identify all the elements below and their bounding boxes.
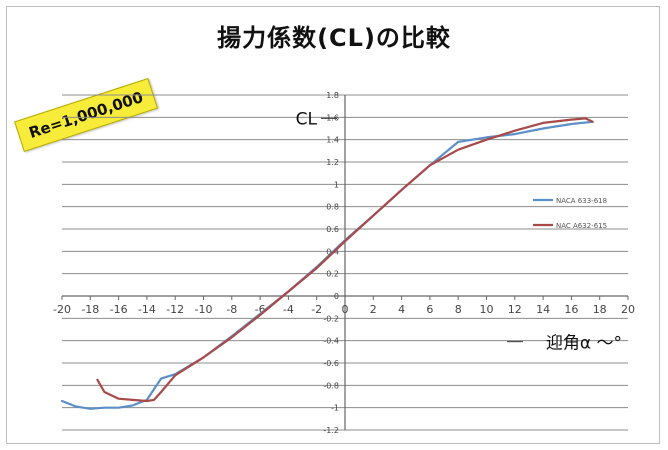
series-line-2 <box>96 117 594 403</box>
x-tick-label: 6 <box>426 303 433 316</box>
y-tick-label: -0.4 <box>323 337 339 346</box>
x-tick-label: -20 <box>53 303 71 316</box>
y-tick-label: -0.8 <box>323 381 339 390</box>
x-tick-label: -10 <box>195 303 213 316</box>
y-tick-label: 1 <box>334 180 339 189</box>
x-tick-label: 14 <box>536 303 550 316</box>
y-tick-label: 0.8 <box>326 203 339 212</box>
x-tick-label: -2 <box>311 303 322 316</box>
x-tick-label: 20 <box>621 303 635 316</box>
y-tick-label: 0.6 <box>326 225 339 234</box>
x-tick-label: 18 <box>593 303 607 316</box>
y-tick-label: 1.2 <box>326 158 339 167</box>
x-tick-label: -8 <box>226 303 237 316</box>
x-tick-label: 16 <box>564 303 578 316</box>
x-tick-label: 2 <box>370 303 377 316</box>
axes <box>61 95 629 430</box>
x-tick-label: -18 <box>81 303 99 316</box>
y-tick-label: -0.2 <box>323 314 339 323</box>
y-tick-label: -1.2 <box>323 426 339 435</box>
legend-label-1: NACA 633-618 <box>556 197 607 205</box>
x-tick-label: -16 <box>110 303 128 316</box>
x-tick-label: 4 <box>398 303 405 316</box>
legend-label-2: NAC A632-615 <box>556 222 607 230</box>
x-tick-label: -12 <box>166 303 184 316</box>
series-lines <box>60 117 594 410</box>
x-tick-label: 12 <box>508 303 522 316</box>
tick-labels: -20 -18 -16 -14 -12 -10 -8 -6 -4 -2 0 2 4 6 8 10 12 14 16 1… <box>53 91 635 435</box>
y-tick-label: -1 <box>331 404 339 413</box>
x-axis-label: 迎角α ～° <box>546 334 622 354</box>
x-tick-label: 8 <box>455 303 462 316</box>
axis-labels: CL 迎角α ～° <box>296 109 622 353</box>
chart-title: 揚力係数(CL)の比較 <box>217 24 451 52</box>
y-axis-label: CL <box>296 109 318 129</box>
x-tick-label: -4 <box>283 303 294 316</box>
x-tick-label: 0 <box>342 303 349 316</box>
y-tick-label: 1.8 <box>326 91 339 100</box>
y-tick-label: 0.2 <box>326 270 339 279</box>
x-tick-label: -6 <box>255 303 266 316</box>
y-tick-label: -0.6 <box>323 359 339 368</box>
x-tick-label: -14 <box>138 303 156 316</box>
y-tick-label: 0 <box>334 292 339 301</box>
x-tick-label: 10 <box>480 303 494 316</box>
legend: NACA 633-618 NAC A632-615 <box>533 197 607 230</box>
y-tick-label: 1.4 <box>326 136 339 145</box>
